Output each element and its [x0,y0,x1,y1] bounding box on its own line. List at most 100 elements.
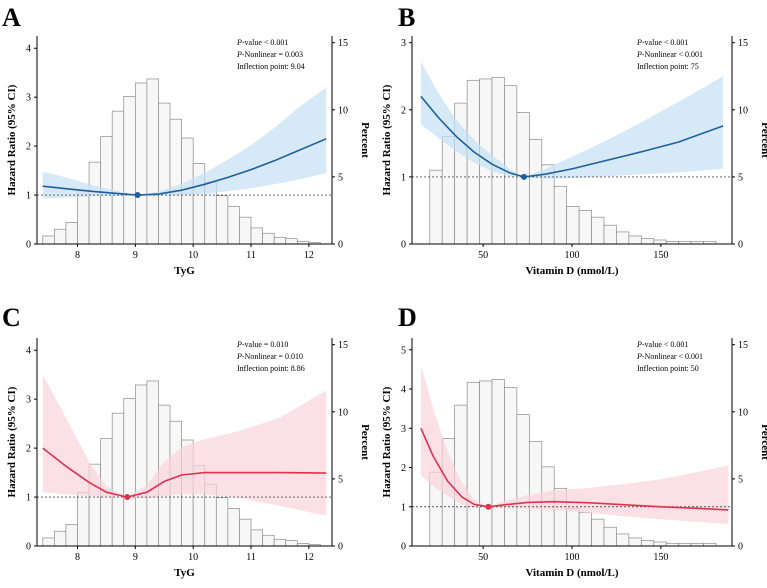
annotation-inflection: Inflection point: 8.86 [237,364,305,373]
histogram-bar [441,136,456,245]
annotation-pnonlinear: P-Nonlinear < 0.001 [636,50,703,59]
histogram-bar [616,533,630,547]
histogram-bar [262,232,275,245]
histogram-bar [111,110,125,245]
y2-tick-label: 5 [338,172,343,183]
y2-tick-label: 15 [738,340,748,351]
annotation-text: -value < 0.001 [642,340,689,349]
y2-tick-label: 10 [338,407,348,418]
histogram-bar [591,518,605,547]
histogram-bar [273,538,287,547]
annotation-p-letter: P [236,38,242,47]
x-tick-label: 150 [653,552,668,563]
annotation-p-letter: P [236,340,242,349]
y2-tick-label: 15 [338,38,348,49]
y2-tick-label: 10 [738,105,748,116]
x-tick-label: 100 [565,250,580,261]
histogram-bar [262,534,275,547]
y-tick-label: 2 [26,142,31,153]
annotation-text: -Nonlinear < 0.001 [642,50,703,59]
annotation-text: -value < 0.001 [642,38,689,47]
y-tick-label: 4 [26,346,31,357]
annotation-p-letter: P [236,352,242,361]
histogram-bar [528,138,543,245]
histogram-bar [603,526,617,547]
panel-letter: B [398,3,415,32]
x-tick-label: 8 [75,552,80,563]
annotation-inflection: Inflection point: 9.04 [237,62,305,71]
histogram-bar [239,518,252,547]
x-axis-title: TyG [174,567,195,579]
hazard-ratio-curve [42,138,327,196]
y2-tick-label: 0 [338,240,343,251]
annotation-text: -Nonlinear < 0.001 [642,352,703,361]
y-tick-label: 0 [401,240,406,251]
annotation-p-letter: P [636,352,642,361]
y2-tick-label: 15 [738,38,748,49]
y-tick-label: 1 [26,493,31,504]
y-tick-label: 4 [26,44,31,55]
panel-letter: C [2,303,21,332]
y2-axis-title: Percent [759,122,767,158]
histogram-bar [616,231,630,245]
x-tick-label: 9 [133,552,138,563]
histogram-bar [134,384,148,547]
y2-axis-title: Percent [359,122,371,158]
annotation-pnonlinear: P-Nonlinear < 0.001 [636,352,703,361]
histogram-bar [77,491,90,547]
histogram-bar [111,412,125,547]
annotation-p-letter: P [636,50,642,59]
histogram-bar [227,206,240,245]
histogram-bar [227,508,240,547]
y-tick-label: 0 [26,542,31,553]
y-tick-label: 3 [401,424,406,435]
histogram-bar [285,540,298,547]
x-tick-label: 11 [246,250,256,261]
x-axis-title: Vitamin D (nmol/L) [525,265,618,277]
annotation-text: Inflection point: 9.04 [237,62,305,71]
histogram-bar [169,118,182,245]
annotation-inflection: Inflection point: 75 [637,62,699,71]
y-axis-title: Hazard Ratio (95% CI) [6,386,18,497]
histogram-bar [479,380,493,547]
y-tick-label: 1 [401,172,406,183]
histogram-bar [250,529,263,547]
y-tick-label: 4 [401,385,406,396]
panel-b: B 0 1 2 3 0 5 10 15 50 100 150 Vitamin D (nmol/L) Haz… [381,3,767,277]
annotation-pvalue: P-value = 0.010 [236,340,288,349]
x-tick-label: 8 [75,250,80,261]
x-tick-label: 12 [304,552,314,563]
inflection-point-marker [521,173,527,180]
histogram-bar [285,238,298,245]
y2-tick-label: 0 [738,240,743,251]
histogram-bar [429,169,443,245]
histogram-bar [250,227,263,245]
x-tick-label: 50 [478,552,488,563]
panel-letter: D [398,303,417,332]
y2-tick-label: 15 [338,340,348,351]
confidence-band [42,87,327,199]
y2-tick-label: 10 [738,407,748,418]
x-tick-label: 100 [565,552,580,563]
histogram-bar [42,537,55,547]
histogram-bar [54,530,67,547]
histogram-bar [215,497,229,547]
x-tick-label: 10 [188,250,198,261]
histogram-bar [273,236,287,245]
y-tick-label: 3 [26,93,31,104]
x-tick-label: 12 [304,250,314,261]
histogram-bar [77,189,90,245]
annotation-text: -Nonlinear = 0.003 [242,50,303,59]
y-tick-label: 2 [401,463,406,474]
histogram-bar [504,85,518,245]
annotation-text: -value = 0.010 [242,340,289,349]
x-axis-title: Vitamin D (nmol/L) [525,567,618,579]
y-axis-title: Hazard Ratio (95% CI) [6,84,18,195]
annotation-text: Inflection point: 8.86 [237,364,305,373]
histogram-bar [134,82,148,245]
histogram-bar [553,185,568,245]
inflection-point-marker [134,192,141,199]
